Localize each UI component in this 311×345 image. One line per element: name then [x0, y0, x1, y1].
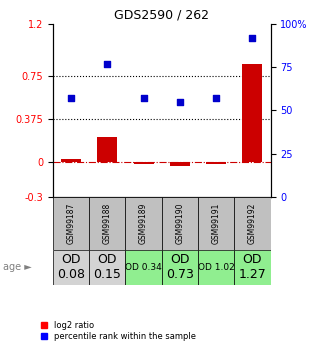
- Text: GSM99190: GSM99190: [175, 203, 184, 244]
- Text: age ►: age ►: [3, 263, 32, 272]
- Text: OD
0.08: OD 0.08: [57, 253, 85, 282]
- Bar: [97, 137, 117, 162]
- Text: GSM99189: GSM99189: [139, 203, 148, 244]
- Point: [105, 61, 110, 67]
- Legend: log2 ratio, percentile rank within the sample: log2 ratio, percentile rank within the s…: [41, 321, 196, 341]
- Bar: [170, 162, 190, 166]
- FancyBboxPatch shape: [53, 250, 89, 285]
- FancyBboxPatch shape: [234, 250, 271, 285]
- Text: OD
0.73: OD 0.73: [166, 253, 194, 282]
- Text: GSM99192: GSM99192: [248, 203, 257, 244]
- Text: GSM99188: GSM99188: [103, 203, 112, 244]
- Bar: [61, 159, 81, 162]
- FancyBboxPatch shape: [89, 250, 125, 285]
- FancyBboxPatch shape: [125, 197, 162, 250]
- Text: OD
0.15: OD 0.15: [93, 253, 121, 282]
- Point: [250, 35, 255, 41]
- Bar: [206, 162, 226, 165]
- Text: GSM99191: GSM99191: [212, 203, 220, 244]
- Bar: [134, 162, 154, 165]
- Point: [68, 96, 73, 101]
- FancyBboxPatch shape: [198, 197, 234, 250]
- FancyBboxPatch shape: [162, 250, 198, 285]
- Text: OD
1.27: OD 1.27: [239, 253, 266, 282]
- Title: GDS2590 / 262: GDS2590 / 262: [114, 9, 209, 22]
- Text: GSM99187: GSM99187: [67, 203, 76, 244]
- Point: [141, 96, 146, 101]
- FancyBboxPatch shape: [89, 197, 125, 250]
- FancyBboxPatch shape: [198, 250, 234, 285]
- Text: OD 0.34: OD 0.34: [125, 263, 162, 272]
- FancyBboxPatch shape: [125, 250, 162, 285]
- FancyBboxPatch shape: [53, 197, 89, 250]
- Point: [177, 99, 182, 105]
- FancyBboxPatch shape: [162, 197, 198, 250]
- FancyBboxPatch shape: [234, 197, 271, 250]
- Text: OD 1.02: OD 1.02: [198, 263, 234, 272]
- Bar: [243, 65, 262, 162]
- Point: [214, 96, 219, 101]
